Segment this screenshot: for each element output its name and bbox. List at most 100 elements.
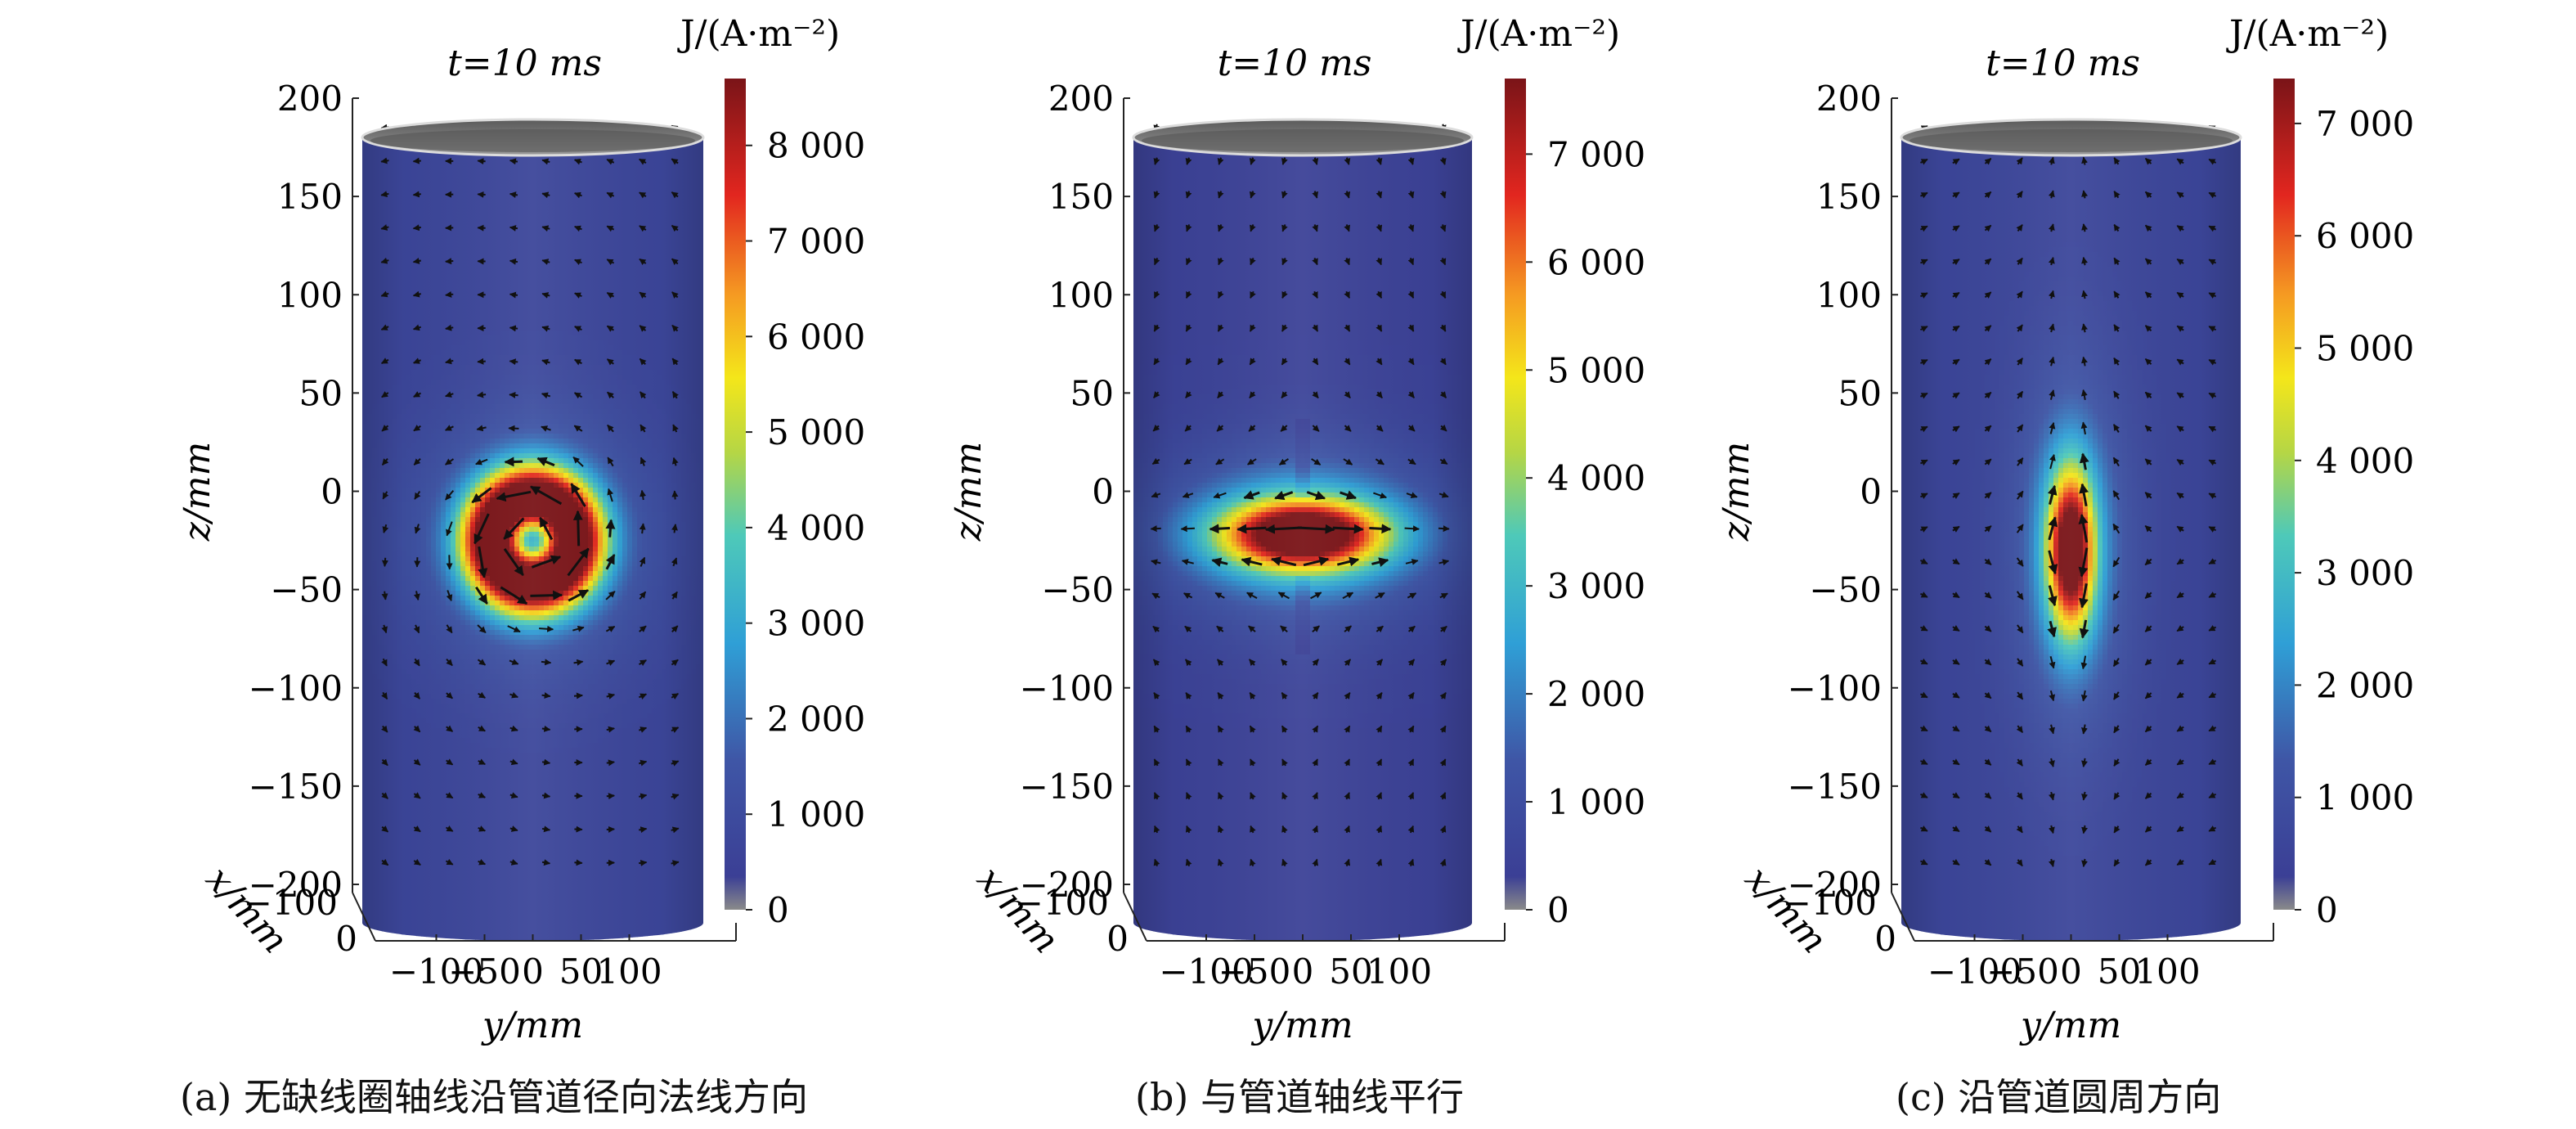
arrow-mark [2049, 422, 2056, 434]
arrow-mark [380, 358, 389, 365]
arrow-mark [1280, 425, 1288, 432]
arrow-mark [2208, 691, 2217, 699]
arrow-mark [381, 691, 388, 700]
arrow-mark [1312, 825, 1318, 834]
arrow-mark [1952, 658, 1960, 665]
arrow-mark [573, 659, 584, 666]
arrow-mark [605, 591, 616, 600]
arrow-mark [445, 458, 455, 466]
arrow-mark [1920, 526, 1928, 533]
arrow-mark [1952, 558, 1960, 565]
z-tick-label: 50 [1838, 373, 1882, 413]
arrow-mark [445, 358, 454, 365]
arrow-mark [2113, 257, 2120, 265]
arrow-mark [1312, 257, 1318, 266]
arrow-mark [639, 158, 647, 165]
arrow-mark [1217, 858, 1224, 867]
arrow-mark [1376, 725, 1383, 733]
arrow-mark [2113, 758, 2120, 767]
arrow-mark [1376, 692, 1383, 699]
arrow-mark [2112, 556, 2120, 568]
arrow-mark [1153, 290, 1160, 299]
arrow-mark [606, 825, 615, 833]
arrow-mark [1952, 259, 1960, 266]
time-label: t=10 ms [447, 43, 602, 84]
arrow-mark [1920, 493, 1928, 499]
arrow-mark [2016, 424, 2024, 433]
arrow-mark [1344, 659, 1352, 667]
arrow-mark [2080, 724, 2088, 735]
colorbar-tick-label: 2 000 [767, 699, 865, 739]
arrow-mark [1186, 792, 1192, 800]
arrow-mark [572, 457, 584, 467]
arrow-mark [1218, 224, 1224, 232]
arrow-mark [1952, 591, 1960, 599]
arrow-mark [1920, 259, 1928, 266]
arrow-mark [1250, 758, 1256, 767]
arrow-mark [1274, 490, 1294, 501]
colorbar-tick-label: 5 000 [767, 412, 865, 452]
arrow-mark [1185, 391, 1192, 398]
arrow-mark [1248, 625, 1256, 632]
arrow-mark [380, 191, 389, 198]
arrow-mark [2208, 493, 2217, 500]
arrow-mark [1249, 157, 1256, 165]
arrow-mark [445, 258, 454, 265]
colorbar-tick-label: 3 000 [2316, 553, 2414, 593]
arrow-mark [606, 793, 615, 800]
arrow-mark [2112, 424, 2120, 433]
y-axis-label: y/mm [481, 1005, 583, 1046]
z-tick-label: 150 [277, 177, 343, 217]
arrow-mark [671, 557, 678, 567]
arrow-mark [1332, 524, 1364, 534]
arrow-mark [2016, 825, 2023, 834]
arrow-mark [381, 457, 389, 466]
arrow-mark [413, 858, 421, 866]
arrow-mark [445, 858, 454, 866]
arrow-mark [1277, 591, 1290, 600]
arrow-mark [2208, 758, 2217, 766]
arrow-mark [1151, 491, 1161, 498]
arrow-mark [1952, 392, 1960, 399]
arrow-mark [606, 191, 615, 199]
arrow-mark [1984, 591, 1992, 599]
z-tick-label: 0 [321, 472, 343, 512]
arrow-mark [639, 225, 647, 232]
z-tick-label: −200 [1020, 865, 1114, 905]
arrow-mark [2144, 558, 2152, 566]
arrow-mark [1920, 658, 1928, 665]
colorbar-tick-label: 0 [767, 890, 789, 930]
arrow-mark [606, 159, 615, 165]
arrow-mark [2048, 550, 2058, 575]
arrow-mark [2016, 758, 2023, 767]
arrow-mark [1281, 725, 1288, 733]
colorbar-tick-label: 0 [2316, 890, 2338, 930]
arrow-mark [444, 425, 454, 431]
arrow-mark [2016, 157, 2023, 165]
arrow-mark [509, 792, 518, 798]
arrow-mark [1249, 358, 1256, 366]
arrow-mark [2113, 859, 2120, 867]
arrow-mark [1312, 659, 1319, 667]
y-tick-label: 50 [1329, 951, 1372, 992]
arrow-mark [2016, 591, 2024, 600]
y-tick-label: −50 [1986, 951, 2059, 992]
arrow-mark [1407, 157, 1415, 165]
arrow-mark [381, 758, 388, 767]
arrow-mark [1340, 490, 1357, 500]
arrow-mark [2049, 389, 2056, 400]
arrow-mark [1984, 224, 1992, 232]
arrow-mark [1249, 692, 1256, 699]
arrow-mark [1376, 324, 1383, 332]
arrow-mark [2081, 858, 2089, 868]
arrow-mark [2048, 290, 2055, 299]
arrow-mark [1153, 224, 1160, 232]
arrow-mark [1216, 425, 1224, 432]
arrow-mark [1952, 225, 1960, 232]
arrow-mark [606, 291, 615, 299]
z-tick-label: 100 [1816, 275, 1882, 315]
arrow-mark [539, 625, 554, 632]
arrow-mark [1217, 391, 1224, 398]
arrow-mark [1407, 592, 1417, 600]
arrow-mark [2112, 658, 2120, 668]
